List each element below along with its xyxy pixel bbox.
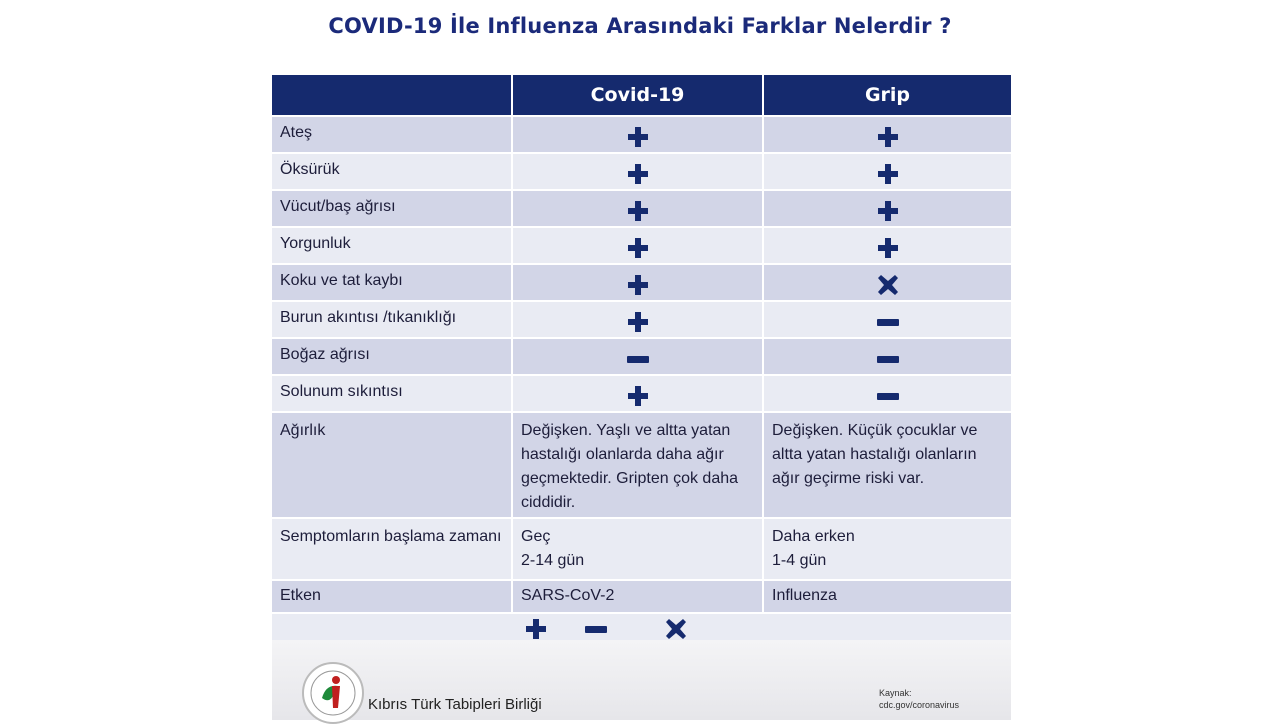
grip-cell [762,189,1011,226]
table-row: Burun akıntısı /tıkanıklığı [272,300,1011,337]
covid-cell: Değişken. Yaşlı ve altta yatan hastalığı… [511,411,762,517]
grip-cell: Influenza [762,579,1011,612]
page-title: COVID-19 İle Influenza Arasındaki Farkla… [328,14,952,38]
table-row: Boğaz ağrısı [272,337,1011,374]
covid-cell [511,115,762,152]
plus-icon [772,126,1003,148]
row-label: Vücut/baş ağrısı [272,189,511,226]
header-grip: Grip [762,75,1011,115]
onset-days: 1-4 gün [772,552,827,569]
source-label: Kaynak: [879,688,912,698]
header-covid: Covid-19 [511,75,762,115]
covid-cell [511,189,762,226]
row-label: Yorgunluk [272,226,511,263]
plus-icon [521,237,754,259]
covid-cell: SARS-CoV-2 [511,579,762,612]
ktbb-logo [302,662,364,724]
covid-cell: Geç 2-14 gün [511,517,762,579]
footer: Kıbrıs Türk Tabipleri Birliği Kaynak: cd… [272,640,1011,724]
plus-icon [521,311,754,333]
row-label: Burun akıntısı /tıkanıklığı [272,300,511,337]
minus-icon [772,311,1003,333]
plus-icon [521,163,754,185]
grip-cell: Daha erken 1-4 gün [762,517,1011,579]
grip-cell [762,226,1011,263]
table-row: Solunum sıkıntısı [272,374,1011,411]
covid-cell [511,337,762,374]
header-empty [272,75,511,115]
comparison-card: Covid-19 Grip Ateş Öksürük Vücut/baş ağr… [272,75,1011,720]
row-label: Boğaz ağrısı [272,337,511,374]
x-icon [645,618,706,640]
table-row: Yorgunluk [272,226,1011,263]
row-label: Koku ve tat kaybı [272,263,511,300]
onset-text: Daha erken [772,528,855,545]
row-label: Etken [272,579,511,612]
plus-icon [772,200,1003,222]
x-icon [772,274,1003,296]
plus-icon [521,126,754,148]
row-label: Ağırlık [272,411,511,517]
grip-cell [762,152,1011,189]
grip-cell [762,300,1011,337]
row-label: Öksürük [272,152,511,189]
covid-cell [511,226,762,263]
plus-icon [521,385,754,407]
plus-icon [521,200,754,222]
grip-cell [762,337,1011,374]
table-row: Semptomların başlama zamanı Geç 2-14 gün … [272,517,1011,579]
row-label: Ateş [272,115,511,152]
row-label: Semptomların başlama zamanı [272,517,511,579]
minus-icon [521,348,754,370]
grip-cell [762,263,1011,300]
covid-cell [511,263,762,300]
covid-cell [511,374,762,411]
source-url: cdc.gov/coronavirus [879,700,960,710]
row-label: Solunum sıkıntısı [272,374,511,411]
comparison-table: Covid-19 Grip Ateş Öksürük Vücut/baş ağr… [272,75,1011,612]
table-row: Öksürük [272,152,1011,189]
table-row: Ateş [272,115,1011,152]
minus-icon [571,618,621,640]
table-row: Etken SARS-CoV-2 Influenza [272,579,1011,612]
plus-icon [772,237,1003,259]
plus-icon [772,163,1003,185]
source: Kaynak: cdc.gov/coronavirus [879,687,959,711]
organization-name: Kıbrıs Türk Tabipleri Birliği [368,696,542,713]
grip-cell [762,115,1011,152]
covid-cell [511,300,762,337]
onset-days: 2-14 gün [521,552,585,569]
grip-cell: Değişken. Küçük çocuklar ve altta yatan … [762,411,1011,517]
table-row: Koku ve tat kaybı [272,263,1011,300]
plus-icon [521,274,754,296]
minus-icon [772,385,1003,407]
plus-icon [524,618,547,640]
minus-icon [772,348,1003,370]
covid-cell [511,152,762,189]
grip-cell [762,374,1011,411]
table-row: Ağırlık Değişken. Yaşlı ve altta yatan h… [272,411,1011,517]
onset-text: Geç [521,528,551,545]
table-row: Vücut/baş ağrısı [272,189,1011,226]
